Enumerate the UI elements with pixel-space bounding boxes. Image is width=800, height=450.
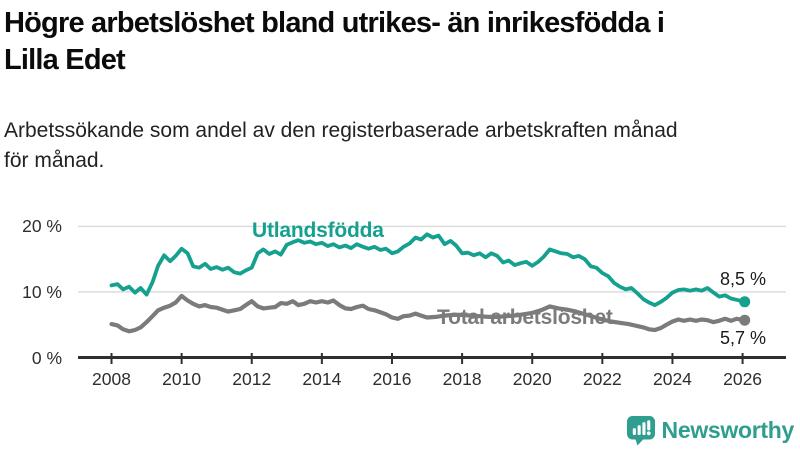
x-axis-label: 2008 (92, 369, 131, 389)
x-axis-label: 2024 (652, 369, 692, 389)
x-axis-label: 2012 (232, 369, 272, 389)
end-value-total-arbetsloshet: 5,7 % (719, 328, 766, 348)
x-axis-label: 2016 (372, 369, 412, 389)
newsworthy-bubble-chart-icon (626, 415, 655, 445)
page-title: Högre arbetslöshet bland utrikes- än inr… (4, 5, 784, 79)
x-axis-label: 2026 (723, 369, 763, 389)
x-axis-label: 2022 (582, 369, 622, 389)
chart-subtitle: Arbetssökande som andel av den registerb… (4, 116, 724, 176)
newsworthy-wordmark: Newsworthy (661, 417, 795, 443)
series-label-utlandsfodda: Utlandsfödda (252, 219, 384, 242)
end-value-utlandsfodda: 8,5 % (719, 269, 766, 289)
y-axis-label: 10 % (22, 281, 62, 302)
title-line-1: Högre arbetslöshet bland utrikes- än inr… (4, 7, 665, 39)
x-axis-label: 2018 (442, 369, 482, 389)
title-line-2: Lilla Edet (4, 44, 126, 76)
y-axis-label: 0 % (31, 347, 62, 368)
newsworthy-logo[interactable]: Newsworthy (626, 414, 795, 447)
x-axis-label: 2010 (162, 369, 202, 389)
x-axis-label: 2014 (302, 369, 342, 389)
series-label-total-arbetsloshet: Total arbetslöshet (437, 306, 613, 329)
subtitle-line-2: för månad. (4, 149, 105, 172)
y-axis-label: 20 % (22, 216, 62, 237)
x-axis-label: 2020 (512, 369, 552, 389)
subtitle-line-1: Arbetssökande som andel av den registerb… (4, 119, 678, 142)
